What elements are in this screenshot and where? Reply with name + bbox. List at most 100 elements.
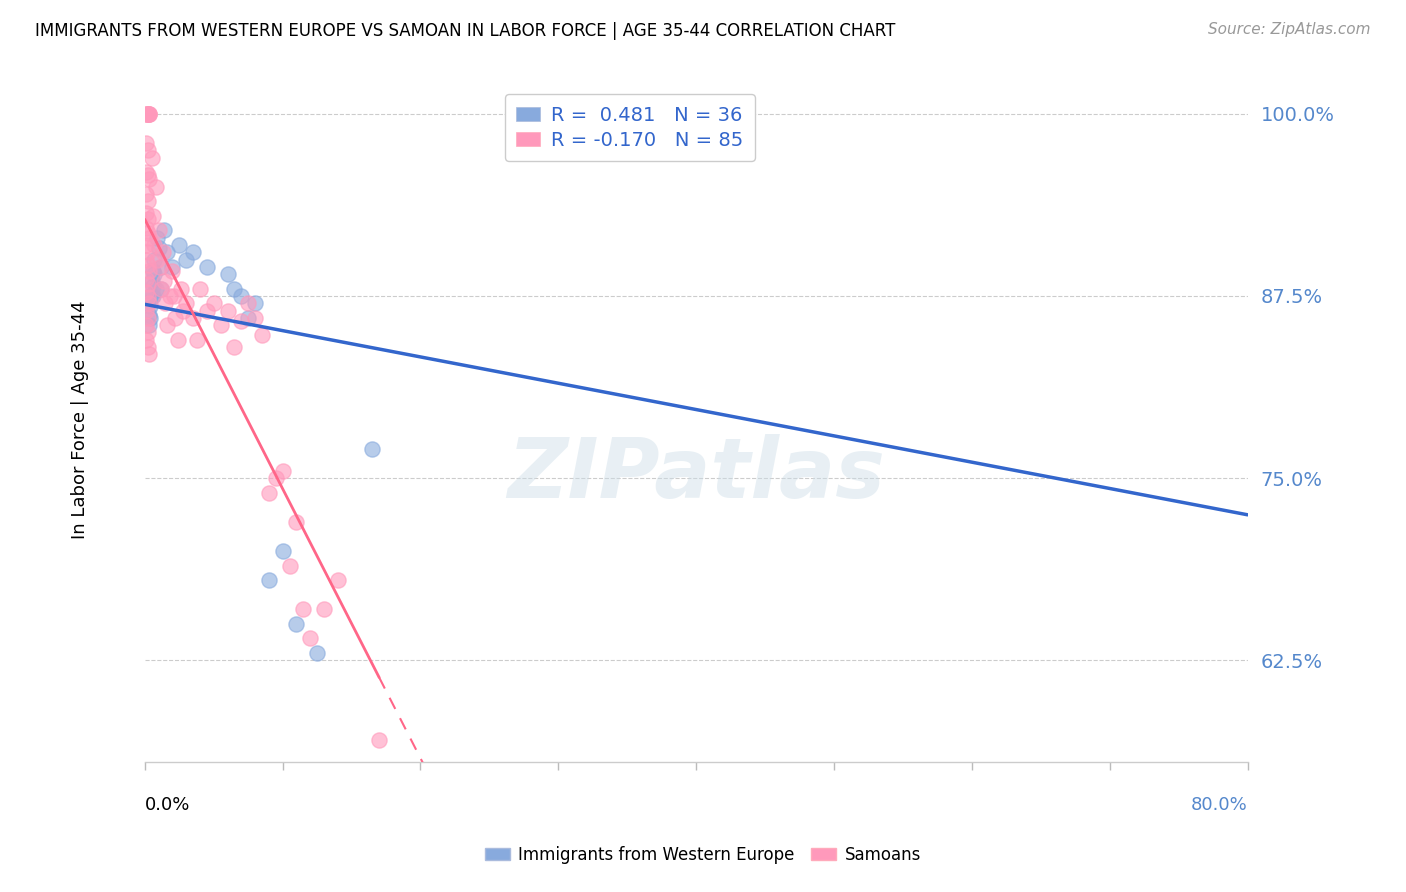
Point: [146, 230, 169, 244]
Point: [368, 733, 391, 747]
Y-axis label: In Labor Force | Age 35-44: In Labor Force | Age 35-44: [72, 301, 89, 539]
Point: [209, 318, 232, 332]
Point: [135, 136, 157, 150]
Point: [174, 296, 197, 310]
Legend: R =  0.481   N = 36, R = -0.170   N = 85: R = 0.481 N = 36, R = -0.170 N = 85: [505, 94, 755, 161]
Point: [264, 471, 287, 485]
Point: [138, 318, 160, 332]
Point: [658, 107, 681, 121]
Point: [135, 107, 157, 121]
Point: [138, 308, 160, 322]
Point: [148, 241, 170, 255]
Point: [142, 264, 165, 278]
Point: [135, 107, 157, 121]
Point: [195, 260, 218, 274]
Point: [135, 165, 157, 179]
Point: [138, 107, 160, 121]
Point: [231, 289, 253, 303]
Point: [138, 107, 160, 121]
Text: ZIPatlas: ZIPatlas: [508, 434, 886, 515]
Point: [278, 558, 301, 573]
Point: [285, 616, 308, 631]
Point: [135, 303, 157, 318]
Point: [153, 223, 176, 237]
Point: [167, 333, 190, 347]
Point: [136, 227, 159, 241]
Point: [136, 277, 159, 292]
Text: IMMIGRANTS FROM WESTERN EUROPE VS SAMOAN IN LABOR FORCE | AGE 35-44 CORRELATION : IMMIGRANTS FROM WESTERN EUROPE VS SAMOAN…: [35, 22, 896, 40]
Point: [257, 573, 280, 587]
Point: [142, 209, 165, 223]
Point: [150, 260, 173, 274]
Point: [307, 646, 329, 660]
Point: [138, 230, 160, 244]
Point: [136, 340, 159, 354]
Point: [136, 326, 159, 340]
Point: [238, 296, 260, 310]
Point: [141, 151, 163, 165]
Point: [143, 252, 166, 267]
Point: [135, 206, 157, 220]
Point: [150, 282, 173, 296]
Point: [139, 299, 162, 313]
Point: [250, 328, 273, 343]
Point: [136, 107, 159, 121]
Point: [224, 282, 246, 296]
Point: [150, 282, 173, 296]
Point: [152, 245, 174, 260]
Legend: Immigrants from Western Europe, Samoans: Immigrants from Western Europe, Samoans: [478, 839, 928, 871]
Text: Source: ZipAtlas.com: Source: ZipAtlas.com: [1208, 22, 1371, 37]
Point: [141, 274, 163, 288]
Point: [135, 318, 157, 332]
Point: [181, 245, 204, 260]
Point: [136, 245, 159, 260]
Point: [135, 285, 157, 299]
Point: [195, 303, 218, 318]
Point: [136, 290, 159, 304]
Point: [145, 282, 167, 296]
Point: [135, 252, 157, 267]
Point: [139, 289, 162, 303]
Point: [149, 260, 172, 274]
Point: [165, 310, 187, 325]
Point: [138, 107, 160, 121]
Point: [292, 602, 315, 616]
Point: [162, 264, 184, 278]
Point: [217, 267, 239, 281]
Point: [162, 260, 184, 274]
Text: 0.0%: 0.0%: [145, 797, 190, 814]
Point: [169, 282, 191, 296]
Point: [156, 318, 179, 332]
Point: [243, 296, 266, 310]
Point: [136, 310, 159, 325]
Point: [141, 289, 163, 303]
Point: [271, 544, 294, 558]
Point: [136, 259, 159, 273]
Point: [159, 289, 181, 303]
Point: [243, 310, 266, 325]
Point: [231, 314, 253, 328]
Point: [138, 172, 160, 186]
Point: [148, 223, 170, 237]
Text: 80.0%: 80.0%: [1191, 797, 1247, 814]
Point: [135, 271, 157, 285]
Point: [136, 211, 159, 226]
Point: [217, 303, 239, 318]
Point: [202, 296, 225, 310]
Point: [135, 333, 157, 347]
Point: [136, 194, 159, 209]
Point: [142, 278, 165, 293]
Point: [326, 573, 349, 587]
Point: [136, 168, 159, 182]
Point: [188, 282, 211, 296]
Point: [285, 515, 308, 529]
Point: [135, 186, 157, 201]
Point: [167, 238, 190, 252]
Point: [312, 602, 335, 616]
Point: [139, 310, 162, 325]
Point: [361, 442, 384, 456]
Point: [138, 264, 160, 278]
Point: [138, 296, 160, 310]
Point: [135, 238, 157, 252]
Point: [238, 310, 260, 325]
